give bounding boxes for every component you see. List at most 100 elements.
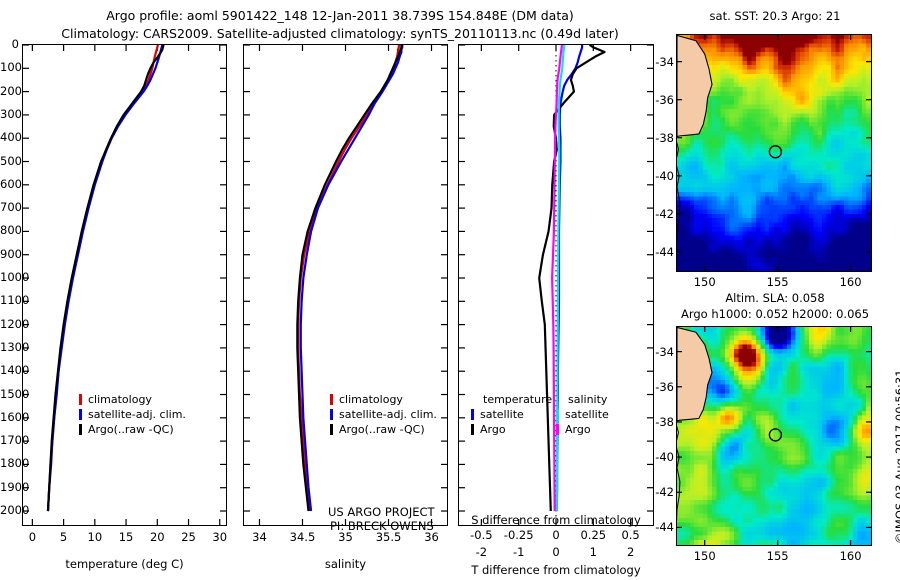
sla-lon-tick-label: 155 [766, 549, 789, 563]
temperature-difference-label: T difference from climatology [471, 563, 641, 577]
temperature-tick-label: 30 [212, 530, 228, 544]
legend-label: satellite-adj. clim. [88, 408, 186, 421]
salinity-difference-tick-label: -0.5 [470, 528, 493, 542]
depth-tick-label: 400 [0, 130, 22, 145]
sla-map-canvas [677, 327, 871, 545]
depth-tick-label: 500 [0, 153, 22, 168]
legend-label: satellite [565, 408, 609, 421]
temperature-plot-area [23, 45, 226, 525]
sla-lat-tick-label: -34 [655, 344, 674, 359]
legend-color-swatch [79, 409, 82, 420]
salinity-panel [243, 44, 448, 526]
legend-label: Argo(..raw -QC) [88, 423, 174, 436]
sst-map[interactable] [676, 34, 872, 272]
sst-lat-tick-label: -38 [655, 130, 674, 145]
salinity-tick-label: 34 [252, 530, 267, 544]
sla-lat-tick-label: -40 [655, 450, 674, 465]
salinity-difference-label: S difference from climatology [471, 513, 641, 527]
sla-lon-tick-label: 160 [839, 549, 862, 563]
temperature-difference-tick-label: 2 [626, 545, 635, 559]
depth-tick-label: 0 [11, 37, 19, 51]
salinity-tick-label: 36 [424, 530, 439, 544]
temperature-axis-label: temperature (deg C) [65, 557, 184, 571]
temperature-difference-tick-label: -1 [512, 545, 525, 559]
imos-credit: ©IMOS 03-Aug-2017 00:56:31 [893, 369, 900, 544]
temperature-tick-label: 0 [28, 530, 37, 544]
legend-color-swatch [330, 394, 333, 405]
legend-color-swatch [330, 409, 333, 420]
temperature-difference-tick-label: 1 [589, 545, 597, 559]
depth-tick-label: 600 [0, 176, 22, 191]
sst-lat-tick-label: -44 [655, 244, 674, 259]
depth-tick-label: 200 [0, 83, 22, 98]
depth-tick-label: 900 [0, 246, 22, 261]
salinity-tick-label: 35.5 [375, 530, 402, 544]
legend-color-swatch [556, 409, 559, 420]
depth-tick-label: 1500 [0, 386, 30, 401]
project-line2: PI: BRECK OWENS [330, 519, 434, 533]
depth-tick-label: 1600 [0, 409, 30, 424]
sla-map-title-line1: Altim. SLA: 0.058 [725, 291, 825, 305]
sst-map-title: sat. SST: 20.3 Argo: 21 [709, 9, 841, 23]
legend-label: Argo [480, 423, 506, 436]
legend-color-swatch [471, 409, 474, 420]
temperature-tick-label: 10 [87, 530, 103, 544]
legend-label: Argo(..raw -QC) [339, 423, 425, 436]
depth-tick-label: 1100 [0, 293, 30, 308]
salinity-difference-tick-label: 0 [552, 528, 560, 542]
salinity-tick-label: 34.5 [289, 530, 316, 544]
legend-label: satellite-adj. clim. [339, 408, 437, 421]
temperature-tick-label: 20 [149, 530, 165, 544]
sst-lat-tick-label: -34 [655, 54, 674, 69]
depth-tick-label: 1200 [0, 316, 30, 331]
legend-column-header: temperature [483, 393, 553, 406]
sst-lat-tick-label: -36 [655, 92, 674, 107]
depth-tick-label: 1000 [0, 270, 30, 284]
depth-tick-label: 300 [0, 106, 22, 121]
legend-label: climatology [339, 393, 403, 406]
legend-label: Argo [565, 423, 591, 436]
sla-map-title-line2: Argo h1000: 0.052 h2000: 0.065 [680, 307, 870, 321]
legend-color-swatch [556, 424, 559, 435]
salinity-difference-tick-label: -0.25 [503, 528, 534, 542]
sla-lon-tick-label: 150 [693, 549, 716, 563]
temperature-panel [22, 44, 227, 526]
salinity-difference-tick-label: 0.25 [580, 528, 607, 542]
temperature-tick-label: 15 [118, 530, 134, 544]
depth-tick-label: 1900 [0, 479, 30, 494]
sst-lat-tick-label: -40 [655, 168, 674, 183]
difference-panel [458, 44, 654, 526]
sst-map-canvas [677, 35, 871, 271]
sst-lat-tick-label: -42 [655, 206, 674, 221]
depth-tick-label: 1800 [0, 456, 30, 471]
sst-lon-tick-label: 160 [839, 275, 862, 289]
sla-lat-tick-label: -42 [655, 485, 674, 500]
depth-tick-label: 100 [0, 60, 22, 75]
sla-map[interactable] [676, 326, 872, 546]
legend-label: climatology [88, 393, 152, 406]
figure-title-line2: Climatology: CARS2009. Satellite-adjuste… [61, 26, 619, 41]
depth-tick-label: 1300 [0, 339, 30, 354]
salinity-axis-label: salinity [324, 557, 367, 571]
legend-label: satellite [480, 408, 524, 421]
depth-tick-label: 2000 [0, 503, 30, 518]
salinity-tick-label: 35 [338, 530, 353, 544]
legend-column-header: salinity [568, 393, 608, 406]
legend-color-swatch [471, 424, 474, 435]
legend-color-swatch [79, 394, 82, 405]
figure-title-line1: Argo profile: aoml 5901422_148 12-Jan-20… [106, 8, 574, 23]
salinity-difference-tick-label: 0.5 [621, 528, 640, 542]
legend-color-swatch [330, 424, 333, 435]
temperature-tick-label: 25 [181, 530, 196, 544]
legend-color-swatch [79, 424, 82, 435]
salinity-plot-area [244, 45, 447, 525]
depth-tick-label: 700 [0, 200, 22, 215]
difference-plot-area [459, 45, 653, 525]
sst-lon-tick-label: 150 [693, 275, 716, 289]
sst-lon-tick-label: 155 [766, 275, 789, 289]
sla-lat-tick-label: -36 [655, 379, 674, 394]
depth-tick-label: 1700 [0, 433, 30, 448]
project-line1: US ARGO PROJECT [328, 505, 435, 519]
temperature-difference-tick-label: 0 [552, 545, 560, 559]
